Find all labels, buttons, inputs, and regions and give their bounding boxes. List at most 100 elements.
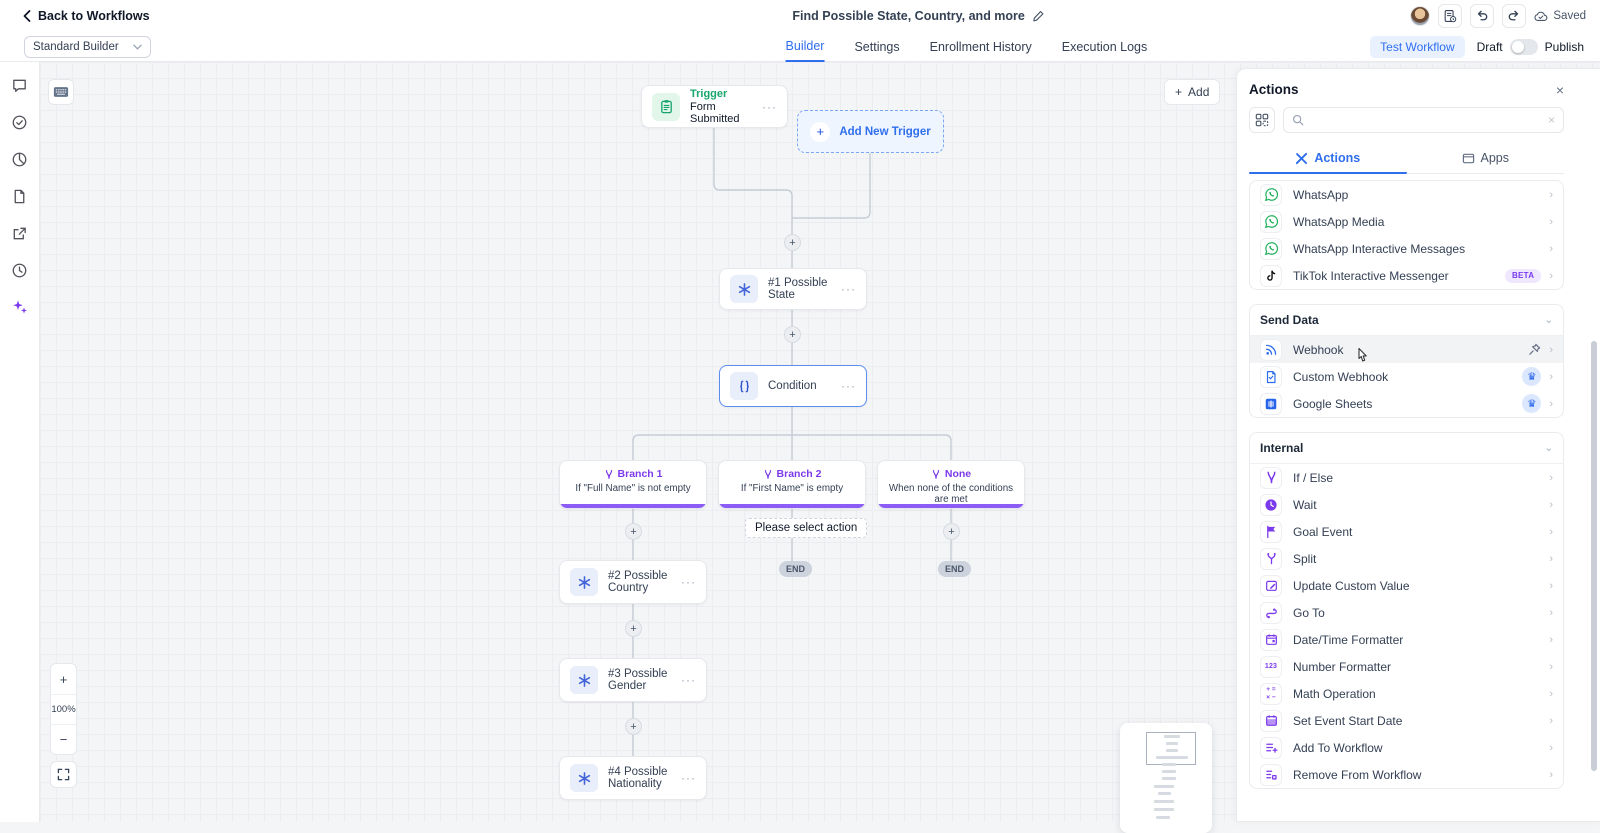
minimap[interactable] bbox=[1120, 723, 1212, 833]
close-panel-button[interactable]: × bbox=[1555, 81, 1564, 98]
action-item-add-to-workflow[interactable]: Add To Workflow › bbox=[1250, 734, 1563, 761]
document-icon[interactable] bbox=[7, 183, 33, 209]
step3-node[interactable]: #3 Possible Gender ··· bbox=[559, 658, 707, 702]
action-item-set-event-start-date[interactable]: Set Event Start Date › bbox=[1250, 707, 1563, 734]
action-label: Go To bbox=[1293, 605, 1325, 620]
action-item-goal-event[interactable]: Goal Event › bbox=[1250, 518, 1563, 545]
node-menu-button[interactable]: ··· bbox=[681, 575, 696, 589]
calendar-filled-icon bbox=[1260, 709, 1282, 732]
action-item-tiktok-messenger[interactable]: TikTok Interactive Messenger BETA › bbox=[1250, 262, 1563, 289]
search-box[interactable]: × bbox=[1283, 107, 1564, 133]
action-item-custom-webhook[interactable]: Custom Webhook ♛ › bbox=[1250, 363, 1563, 390]
add-step-button[interactable]: + bbox=[625, 620, 642, 637]
tasks-check-icon[interactable] bbox=[7, 109, 33, 135]
keyboard-icon bbox=[53, 87, 69, 97]
stats-pie-icon[interactable] bbox=[7, 146, 33, 172]
action-item-datetime-formatter[interactable]: Date/Time Formatter › bbox=[1250, 626, 1563, 653]
add-step-button[interactable]: + bbox=[943, 523, 960, 540]
left-sidebar bbox=[0, 62, 40, 822]
action-item-go-to[interactable]: Go To › bbox=[1250, 599, 1563, 626]
condition-node[interactable]: Condition ··· bbox=[719, 365, 867, 407]
beta-badge: BETA bbox=[1504, 268, 1542, 283]
zoom-in-button[interactable]: + bbox=[59, 671, 68, 687]
redo-button[interactable] bbox=[1502, 4, 1527, 28]
action-item-split[interactable]: Split › bbox=[1250, 545, 1563, 572]
add-step-button[interactable]: + bbox=[784, 326, 801, 343]
expand-icon bbox=[57, 768, 70, 781]
comments-icon[interactable] bbox=[7, 72, 33, 98]
chevron-right-icon: › bbox=[1549, 525, 1553, 538]
test-workflow-button[interactable]: Test Workflow bbox=[1370, 36, 1465, 58]
chevron-right-icon: › bbox=[1549, 768, 1553, 781]
search-input[interactable] bbox=[1310, 113, 1542, 127]
action-item-if-else[interactable]: If / Else › bbox=[1250, 464, 1563, 491]
branch2-node[interactable]: Branch 2 If "First Name" is empty bbox=[718, 460, 866, 509]
actions-group-messaging: WhatsApp › WhatsApp Media › WhatsApp Int… bbox=[1249, 180, 1564, 290]
keyboard-shortcuts-button[interactable] bbox=[48, 79, 74, 105]
panel-scrollbar[interactable] bbox=[1591, 341, 1597, 771]
node-menu-button[interactable]: ··· bbox=[841, 282, 856, 296]
tab-settings[interactable]: Settings bbox=[854, 40, 900, 54]
action-item-remove-from-workflow[interactable]: Remove From Workflow › bbox=[1250, 761, 1563, 788]
zoom-out-button[interactable]: − bbox=[51, 724, 76, 754]
back-to-workflows-button[interactable]: Back to Workflows bbox=[22, 9, 150, 23]
step1-node[interactable]: #1 Possible State ··· bbox=[719, 268, 867, 310]
chevron-down-icon: ⌄ bbox=[1544, 314, 1553, 326]
node-menu-button[interactable]: ··· bbox=[841, 379, 856, 393]
add-new-trigger-button[interactable]: + Add New Trigger bbox=[797, 110, 944, 153]
canvas-add-button[interactable]: + Add bbox=[1164, 79, 1221, 105]
step4-node[interactable]: #4 Possible Nationality ··· bbox=[559, 756, 707, 800]
builder-mode-value: Standard Builder bbox=[33, 41, 119, 53]
split-icon bbox=[1260, 547, 1282, 570]
number-123-icon: 123 bbox=[1260, 655, 1282, 678]
edit-pencil-icon[interactable] bbox=[1033, 10, 1045, 22]
add-step-button[interactable]: + bbox=[625, 718, 642, 735]
action-item-whatsapp-interactive[interactable]: WhatsApp Interactive Messages › bbox=[1250, 235, 1563, 262]
panel-tab-actions[interactable]: Actions bbox=[1249, 143, 1407, 174]
workflow-versions-button[interactable] bbox=[1438, 4, 1463, 28]
chevron-right-icon: › bbox=[1549, 660, 1553, 673]
actions-group-send-data: Send Data ⌄ Webhook › Custom Webhook ♛ ›… bbox=[1249, 304, 1564, 418]
actions-panel: Actions × × Actions Apps bbox=[1236, 68, 1600, 822]
step2-node[interactable]: #2 Possible Country ··· bbox=[559, 560, 707, 604]
node-menu-button[interactable]: ··· bbox=[681, 673, 696, 687]
action-item-math-operation[interactable]: + = × − Math Operation › bbox=[1250, 680, 1563, 707]
connector-lines bbox=[632, 128, 952, 756]
fit-view-button[interactable] bbox=[50, 761, 77, 788]
node-menu-button[interactable]: ··· bbox=[681, 771, 696, 785]
undo-button[interactable] bbox=[1470, 4, 1495, 28]
tab-execution-logs[interactable]: Execution Logs bbox=[1061, 40, 1148, 54]
clear-search-icon[interactable]: × bbox=[1547, 113, 1555, 127]
publish-toggle[interactable] bbox=[1509, 39, 1538, 55]
grid-icon bbox=[1255, 113, 1269, 127]
add-step-button[interactable]: + bbox=[784, 234, 801, 251]
panel-tab-apps[interactable]: Apps bbox=[1407, 143, 1565, 173]
action-item-whatsapp-media[interactable]: WhatsApp Media › bbox=[1250, 208, 1563, 235]
chevron-right-icon: › bbox=[1549, 687, 1553, 700]
pin-icon[interactable] bbox=[1528, 343, 1541, 356]
wait-clock-icon bbox=[1260, 493, 1282, 516]
category-grid-button[interactable] bbox=[1249, 107, 1275, 133]
action-item-google-sheets[interactable]: Google Sheets ♛ › bbox=[1250, 390, 1563, 417]
action-item-whatsapp[interactable]: WhatsApp › bbox=[1250, 181, 1563, 208]
builder-mode-select[interactable]: Standard Builder bbox=[24, 36, 151, 58]
action-item-webhook[interactable]: Webhook › bbox=[1250, 336, 1563, 363]
external-link-icon[interactable] bbox=[7, 220, 33, 246]
tab-builder[interactable]: Builder bbox=[785, 32, 825, 62]
add-step-button[interactable]: + bbox=[625, 523, 642, 540]
history-clock-icon[interactable] bbox=[7, 257, 33, 283]
none-branch-node[interactable]: None When none of the conditions are met bbox=[877, 460, 1025, 509]
step1-label: #1 Possible State bbox=[768, 277, 828, 301]
action-item-number-formatter[interactable]: 123 Number Formatter › bbox=[1250, 653, 1563, 680]
trigger-node[interactable]: Trigger Form Submitted ··· bbox=[641, 85, 788, 128]
group-header[interactable]: Internal ⌄ bbox=[1250, 433, 1563, 464]
group-header[interactable]: Send Data ⌄ bbox=[1250, 305, 1563, 336]
node-menu-button[interactable]: ··· bbox=[762, 99, 777, 114]
action-item-update-custom-value[interactable]: Update Custom Value › bbox=[1250, 572, 1563, 599]
user-avatar[interactable] bbox=[1410, 6, 1431, 26]
tab-enrollment-history[interactable]: Enrollment History bbox=[929, 40, 1032, 54]
ai-sparkles-icon[interactable] bbox=[7, 294, 33, 320]
list-plus-icon bbox=[1260, 736, 1282, 759]
branch1-node[interactable]: Branch 1 If "Full Name" is not empty bbox=[559, 460, 707, 509]
action-item-wait[interactable]: Wait › bbox=[1250, 491, 1563, 518]
